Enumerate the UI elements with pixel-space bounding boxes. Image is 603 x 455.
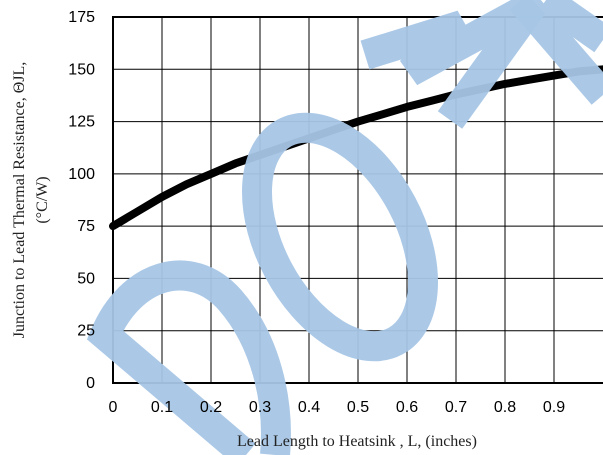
y-tick-label: 50 [77,270,95,287]
x-tick-label: 0.3 [249,399,271,416]
y-tick-label: 125 [68,114,95,131]
y-tick-label: 100 [68,166,95,183]
x-tick-label: 0 [109,399,118,416]
x-tick-label: 0.1 [151,399,173,416]
y-tick-label: 75 [77,218,95,235]
grid [112,16,603,384]
x-tick-label: 0.8 [494,399,516,416]
watermark-letter-o [242,112,438,362]
x-tick-label: 0.6 [396,399,418,416]
x-tick-label: 0.5 [347,399,369,416]
y-tick-label: 0 [86,375,95,392]
x-axis-title: Lead Length to Heatsink , L, (inches) [237,433,477,450]
series-layer [109,65,603,231]
y-tick-label: 150 [68,61,95,78]
watermark-letter-w [360,0,546,129]
x-tick-label: 0.7 [445,399,467,416]
x-tick-label: 0.9 [543,399,565,416]
watermark-letter-n [509,0,603,105]
series-line [109,65,603,231]
watermark [86,0,603,455]
labels: Lead Length to Heatsink , L, (inches) Ju… [11,9,565,450]
y-axis-title-line2: (°C/W) [34,176,51,223]
watermark-letter-d [86,260,291,455]
plot-frame [112,16,603,384]
y-axis-title-line1: Junction to Lead Thermal Resistance, ΘJL… [11,62,28,339]
y-tick-label: 25 [77,323,95,340]
x-tick-label: 0.4 [298,399,320,416]
y-tick-label: 175 [68,9,95,26]
x-tick-label: 0.2 [200,399,222,416]
